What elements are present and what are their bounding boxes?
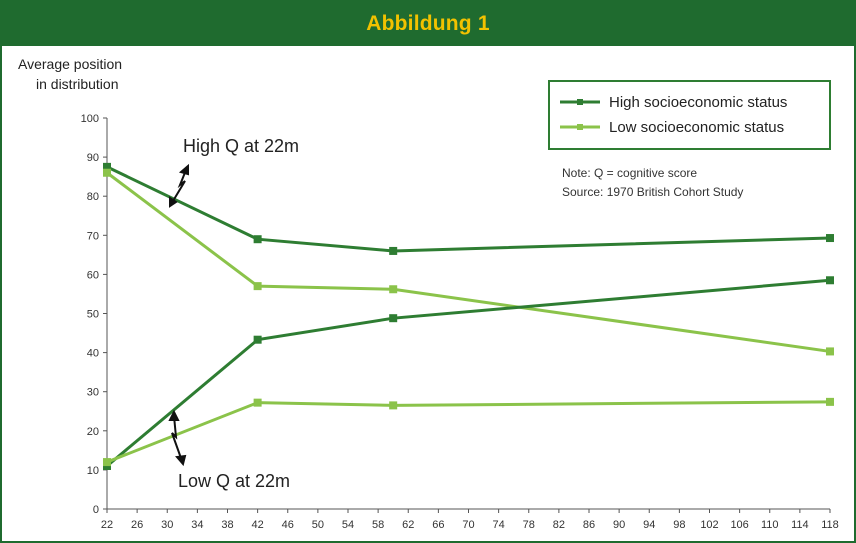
annotation-arrows-low	[168, 409, 187, 467]
data-point	[389, 246, 398, 255]
data-point	[389, 285, 398, 294]
series-group	[103, 162, 834, 470]
x-tick-label: 102	[700, 519, 718, 531]
y-tick-label: 50	[87, 309, 99, 321]
data-point	[253, 398, 262, 407]
x-tick-label: 86	[583, 519, 595, 531]
data-point	[103, 162, 111, 171]
y-tick-label: 100	[81, 113, 99, 125]
x-tick-label: 50	[312, 519, 324, 531]
y-axis-label-line-1: Average position	[18, 56, 122, 72]
legend-label-low: Low socioeconomic status	[609, 119, 784, 136]
annotation-low-q: Low Q at 22m	[178, 471, 290, 491]
arrow-high-head-down	[169, 196, 178, 208]
data-point	[253, 235, 262, 244]
annotation-high-q: High Q at 22m	[183, 136, 299, 156]
y-tick-label: 70	[87, 230, 99, 242]
series-line-1	[106, 171, 831, 353]
x-tick-label: 26	[131, 519, 143, 531]
x-tick-label: 118	[821, 519, 839, 531]
y-ticks: 0 10 20 30 40 50 60 70 80 90 100	[81, 113, 107, 516]
data-point	[253, 282, 262, 291]
x-tick-label: 110	[761, 519, 779, 531]
data-point	[826, 234, 834, 243]
figure-title: Abbildung 1	[366, 12, 490, 35]
y-tick-label: 80	[87, 191, 99, 203]
data-point	[389, 314, 398, 323]
series-line-3	[106, 400, 831, 464]
y-tick-label: 0	[93, 504, 99, 516]
series-line-2	[106, 278, 831, 468]
x-tick-label: 34	[191, 519, 203, 531]
arrow-high-head-up	[178, 163, 189, 176]
x-tick-label: 74	[493, 519, 505, 531]
data-point	[826, 347, 834, 356]
x-tick-label: 82	[553, 519, 565, 531]
x-tick-label: 42	[252, 519, 264, 531]
y-tick-label: 20	[87, 426, 99, 438]
data-point	[826, 276, 834, 285]
arrow-low-shaft	[171, 415, 183, 462]
x-tick-label: 114	[791, 519, 809, 531]
x-tick-label: 70	[462, 519, 474, 531]
x-tick-label: 38	[221, 519, 233, 531]
x-tick-label: 30	[161, 519, 173, 531]
legend-label-high: High socioeconomic status	[609, 94, 787, 111]
arrow-high-shaft	[169, 169, 187, 207]
y-tick-label: 10	[87, 465, 99, 477]
y-tick-label: 40	[87, 348, 99, 360]
legend-box	[548, 80, 831, 150]
data-point	[103, 458, 111, 467]
chart-source: Source: 1970 British Cohort Study	[562, 185, 743, 199]
x-tick-label: 58	[372, 519, 384, 531]
legend-marker-low	[577, 124, 583, 130]
legend-marker-high	[577, 99, 583, 105]
y-tick-label: 30	[87, 387, 99, 399]
y-tick-label: 60	[87, 269, 99, 281]
x-tick-label: 66	[432, 519, 444, 531]
x-ticks: 22 26 30 34 38 42 46 50 54 58 62 66 70 74 78 82 86 90 94 98…	[101, 509, 839, 531]
annotation-arrows-high	[169, 163, 189, 208]
x-tick-label: 22	[101, 519, 113, 531]
x-tick-label: 94	[643, 519, 655, 531]
data-point	[103, 168, 111, 177]
x-tick-label: 90	[613, 519, 625, 531]
data-point	[253, 335, 262, 344]
figure-header: Abbildung 1	[2, 2, 854, 46]
x-tick-label: 54	[342, 519, 354, 531]
x-tick-label: 106	[730, 519, 748, 531]
series-line-0	[106, 165, 831, 253]
x-tick-label: 62	[402, 519, 414, 531]
x-tick-label: 78	[523, 519, 535, 531]
arrow-low-head-up	[168, 409, 180, 421]
y-tick-label: 90	[87, 152, 99, 164]
data-point	[826, 397, 834, 406]
arrow-low-head-down	[175, 454, 187, 467]
y-axis-label-line-2: in distribution	[36, 76, 119, 92]
data-point	[389, 401, 398, 410]
chart-note: Note: Q = cognitive score	[562, 166, 697, 180]
legend: High socioeconomic status Low socioecono…	[548, 80, 831, 150]
x-tick-label: 46	[282, 519, 294, 531]
x-tick-label: 98	[673, 519, 685, 531]
